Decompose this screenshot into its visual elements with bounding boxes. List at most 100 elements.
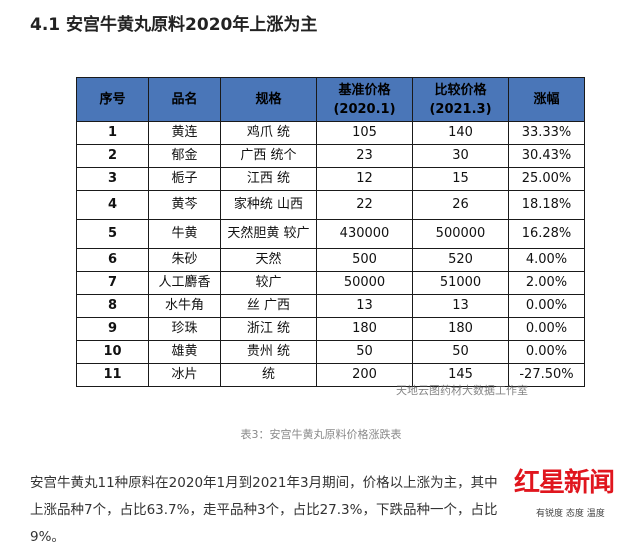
table-cell: 0.00% — [508, 317, 585, 341]
column-header: 品名 — [148, 77, 221, 122]
table-row: 5 牛黄 天然胆黄 较广 430000 500000 16.28% — [76, 219, 585, 249]
table-cell: 200 — [316, 363, 413, 387]
table-row: 7 人工麝香 较广 50000 51000 2.00% — [76, 271, 585, 295]
table-cell: 500 — [316, 248, 413, 272]
table-cell: 朱砂 — [148, 248, 221, 272]
row-number-cell: 7 — [76, 271, 149, 295]
table-cell: 0.00% — [508, 294, 585, 318]
table-cell: 22 — [316, 190, 413, 220]
row-number-cell: 4 — [76, 190, 149, 220]
column-header-line: (2021.3) — [429, 101, 492, 117]
table-cell: 430000 — [316, 219, 413, 249]
table-cell: 2.00% — [508, 271, 585, 295]
column-header: 序号 — [76, 77, 149, 122]
table-row: 10 雄黄 贵州 统 50 50 0.00% — [76, 340, 585, 364]
column-header-line: 涨幅 — [533, 92, 560, 107]
row-number-cell: 6 — [76, 248, 149, 272]
table-cell: 30 — [412, 144, 509, 168]
table-cell: 郁金 — [148, 144, 221, 168]
row-number-cell: 2 — [76, 144, 149, 168]
row-number-cell: 3 — [76, 167, 149, 191]
watermark-text: 天地云图药材大数据工作室 — [396, 384, 528, 397]
table-cell: 江西 统 — [220, 167, 317, 191]
table-cell: -27.50% — [508, 363, 585, 387]
table-cell: 13 — [316, 294, 413, 318]
table-row: 1 黄连 鸡爪 统 105 140 33.33% — [76, 121, 585, 145]
table-header-row: 序号 品名 规格 基准价格 (2020.1) 比较价格 (2021.3) 涨幅 — [76, 77, 585, 122]
table-cell: 140 — [412, 121, 509, 145]
column-header-line: 规格 — [255, 92, 282, 107]
table-cell: 12 — [316, 167, 413, 191]
column-header-line: 比较价格 — [434, 82, 487, 98]
brand-logo: 红星新闻 有锐度 态度 温度 — [502, 458, 636, 520]
column-header: 涨幅 — [508, 77, 585, 122]
table-cell: 黄芩 — [148, 190, 221, 220]
table-cell: 520 — [412, 248, 509, 272]
summary-paragraph: 安宫牛黄丸11种原料在2020年1月到2021年3月期间，价格以上涨为主，其中上… — [30, 475, 498, 545]
section-heading: 4.1 安宫牛黄丸原料2020年上涨为主 — [30, 15, 318, 35]
table-cell: 105 — [316, 121, 413, 145]
table-cell: 30.43% — [508, 144, 585, 168]
column-header-line: 序号 — [99, 92, 126, 107]
column-header-line: 基准价格 — [338, 82, 391, 98]
column-header: 基准价格 (2020.1) — [316, 77, 413, 122]
table-row: 4 黄芩 家种统 山西 22 26 18.18% — [76, 190, 585, 220]
table-row: 8 水牛角丝 广西 13 13 0.00% — [76, 294, 585, 318]
table-cell: 统 — [220, 363, 317, 387]
price-table: 序号 品名 规格 基准价格 (2020.1) 比较价格 (2021.3) 涨幅 1 黄连 鸡爪 统… — [76, 77, 585, 387]
table-cell: 珍珠 — [148, 317, 221, 341]
table-row: 2 郁金 广西 统个 23 30 30.43% — [76, 144, 585, 168]
row-number-cell: 11 — [76, 363, 149, 387]
table-body: 1 黄连 鸡爪 统 105 140 33.33% 2 郁金 广西 统个 23 30 30.43% 3 栀子… — [76, 121, 585, 387]
table-cell: 33.33% — [508, 121, 585, 145]
table-cell: 50 — [316, 340, 413, 364]
table-cell: 51000 — [412, 271, 509, 295]
row-number-cell: 5 — [76, 219, 149, 249]
table-cell: 较广 — [220, 271, 317, 295]
table-cell: 黄连 — [148, 121, 221, 145]
table-cell: 浙江 统 — [220, 317, 317, 341]
table-cell: 4.00% — [508, 248, 585, 272]
table-cell: 16.28% — [508, 219, 585, 249]
table-cell: 鸡爪 统 — [220, 121, 317, 145]
table-cell: 50000 — [316, 271, 413, 295]
table-cell: 180 — [412, 317, 509, 341]
table-cell: 0.00% — [508, 340, 585, 364]
table-cell: 广西 统个 — [220, 144, 317, 168]
column-header-line: 品名 — [171, 92, 198, 107]
table-cell: 180 — [316, 317, 413, 341]
table-cell: 雄黄 — [148, 340, 221, 364]
price-table-container: 序号 品名 规格 基准价格 (2020.1) 比较价格 (2021.3) 涨幅 1 黄连 鸡爪 统… — [76, 77, 585, 387]
brand-tagline: 有锐度 态度 温度 — [536, 509, 605, 519]
row-number-cell: 9 — [76, 317, 149, 341]
table-cell: 牛黄 — [148, 219, 221, 249]
table-cell: 13 — [412, 294, 509, 318]
table-cell: 500000 — [412, 219, 509, 249]
table-cell: 冰片 — [148, 363, 221, 387]
table-cell: 家种统 山西 — [220, 190, 317, 220]
table-caption: 表3：安宫牛黄丸原料价格涨跌表 — [240, 428, 402, 441]
table-cell: 天然 — [220, 248, 317, 272]
table-row: 3 栀子 江西 统 12 15 25.00% — [76, 167, 585, 191]
brand-logo-text: 红星新闻 — [514, 468, 615, 498]
table-cell: 50 — [412, 340, 509, 364]
column-header: 规格 — [220, 77, 317, 122]
table-cell: 25.00% — [508, 167, 585, 191]
table-cell: 15 — [412, 167, 509, 191]
table-cell: 栀子 — [148, 167, 221, 191]
table-cell: 26 — [412, 190, 509, 220]
table-cell: 贵州 统 — [220, 340, 317, 364]
column-header-line: (2020.1) — [333, 101, 396, 117]
table-row: 11 冰片统 200 145 -27.50% — [76, 363, 585, 387]
table-cell: 丝 广西 — [220, 294, 317, 318]
column-header: 比较价格 (2021.3) — [412, 77, 509, 122]
table-cell: 18.18% — [508, 190, 585, 220]
row-number-cell: 1 — [76, 121, 149, 145]
table-row: 9 珍珠 浙江 统 180 180 0.00% — [76, 317, 585, 341]
table-cell: 水牛角 — [148, 294, 221, 318]
table-cell: 人工麝香 — [148, 271, 221, 295]
table-cell: 天然胆黄 较广 — [220, 219, 317, 249]
row-number-cell: 10 — [76, 340, 149, 364]
row-number-cell: 8 — [76, 294, 149, 318]
table-cell: 23 — [316, 144, 413, 168]
